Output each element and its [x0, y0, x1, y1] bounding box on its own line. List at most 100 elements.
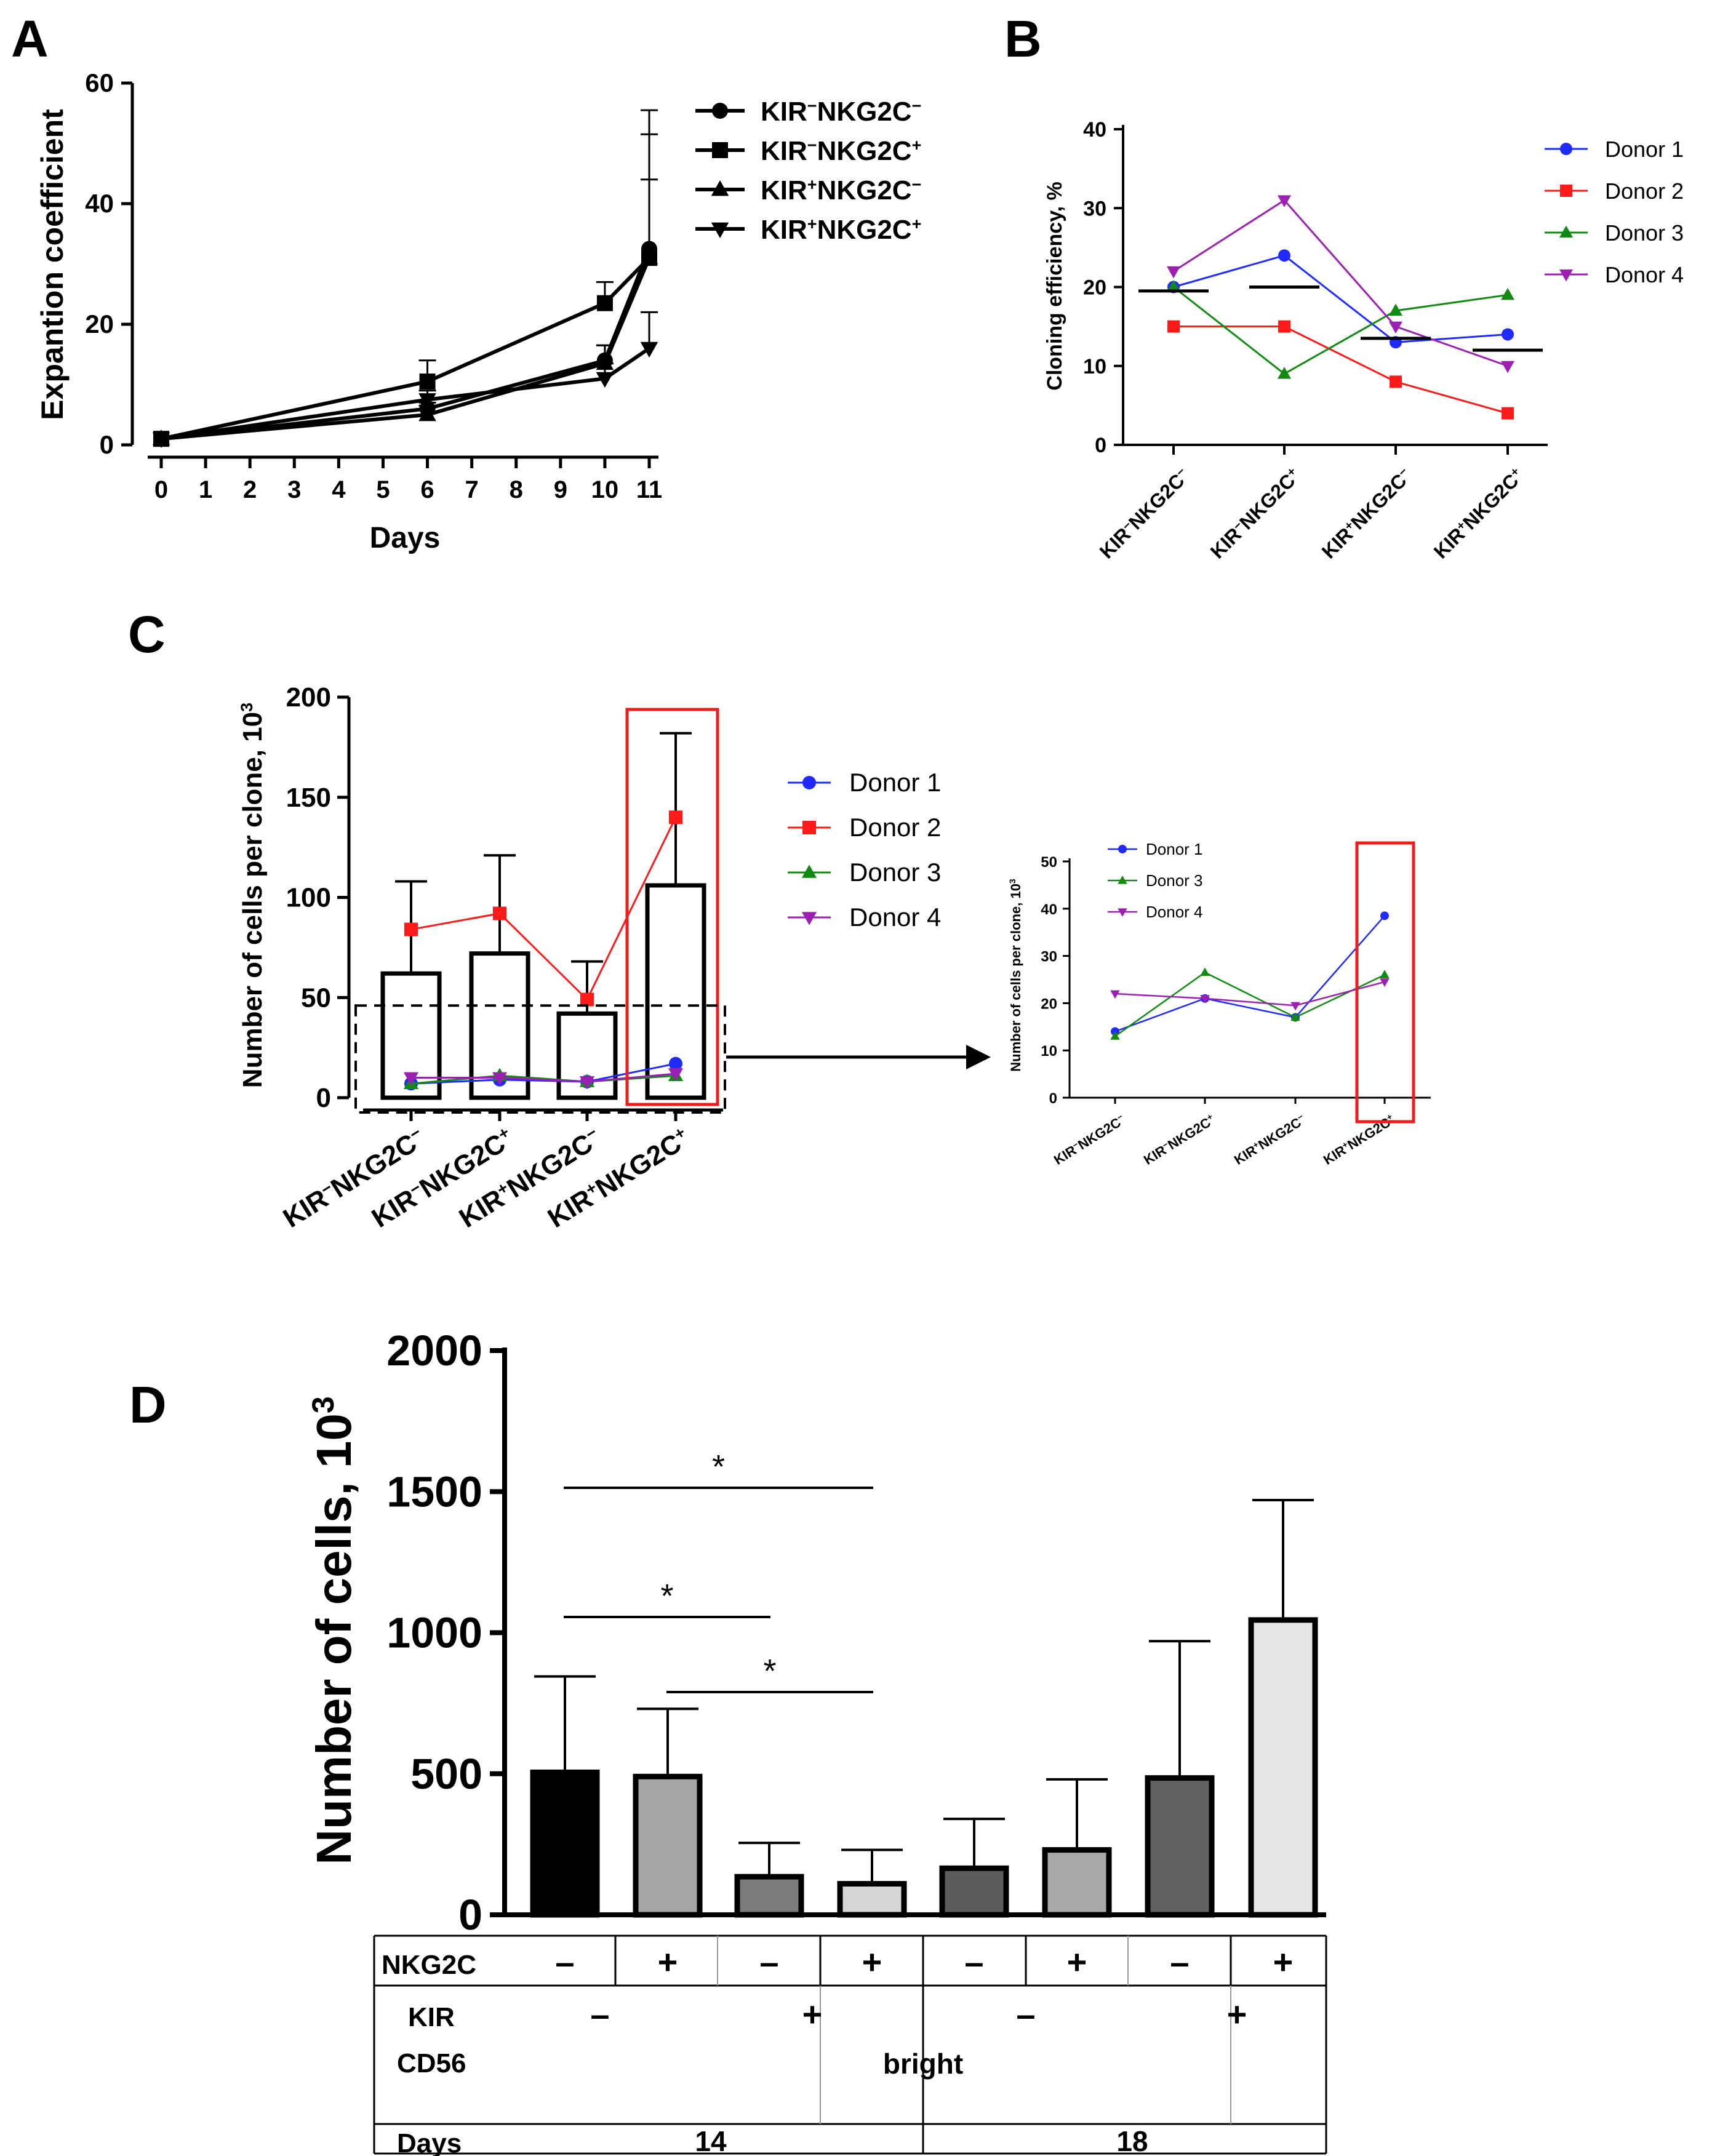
text-part: KIR	[761, 97, 807, 127]
legend-label: KIR+NKG2C−	[761, 175, 921, 206]
x-tick-label: 10	[591, 476, 619, 503]
bar	[734, 1874, 804, 1918]
data-point	[596, 295, 613, 311]
text-part: NKG2C	[1075, 1114, 1124, 1152]
data-point	[1501, 287, 1514, 300]
panel-d-number-of-cells-chart: 0 500 1000 1500 2000 Number of cells, 103 * * * N…	[306, 1327, 1327, 2156]
x-tick-label: 7	[465, 476, 479, 503]
legend-marker	[711, 180, 729, 196]
zoom-region-box	[354, 1004, 726, 1114]
series-line	[161, 248, 651, 441]
table-row-label-days: Days	[397, 2128, 462, 2156]
table-row-label-cd56: CD56	[397, 2048, 466, 2078]
y-axis-label: Number of cells per clone, 103	[238, 703, 268, 1088]
superscript: 3	[238, 703, 256, 712]
significance-star: *	[763, 1653, 776, 1690]
x-tick-label: KIR+NKG2C+	[1321, 1111, 1398, 1168]
data-point	[1278, 249, 1290, 262]
y-tick-label: 50	[1041, 854, 1057, 871]
data-point	[1167, 280, 1180, 292]
x-tick-label: 5	[376, 476, 390, 503]
y-tick-label: 30	[1083, 197, 1106, 220]
y-tick-label: 1500	[386, 1467, 482, 1515]
text-part: Number of cells, 10	[306, 1413, 361, 1865]
x-tick-label: KIR+NKG2C−	[1231, 1111, 1308, 1168]
series-line	[161, 346, 650, 441]
table-nkg2c-cell: +	[1273, 1942, 1294, 1981]
y-tick-label: 10	[1041, 1043, 1057, 1060]
legend-marker	[1559, 270, 1573, 282]
data-point	[596, 372, 614, 388]
legend-label: KIR−NKG2C+	[761, 136, 921, 166]
legend-marker	[801, 912, 817, 925]
legend-label: KIR+NKG2C+	[761, 215, 921, 245]
y-tick-label: 20	[1083, 276, 1106, 300]
legend-label: Donor 3	[1605, 220, 1684, 246]
table-days-cell: 14	[695, 2125, 727, 2156]
bar	[380, 971, 442, 1100]
legend-marker	[801, 864, 817, 878]
data-point	[669, 1056, 682, 1071]
panel-a-expansion-chart: 0 20 40 60 0 1 2 3 4 5 6 7 8 9 10 11 Days Expantion coeff…	[35, 68, 921, 554]
y-axis-label: Number of cells per clone, 103	[1007, 879, 1023, 1072]
text-part: NKG2C	[590, 1128, 687, 1204]
superscript: 3	[306, 1396, 340, 1413]
data-point	[152, 432, 170, 449]
table-nkg2c-cell: –	[555, 1942, 574, 1981]
legend-label: Donor 4	[849, 903, 941, 932]
y-axis-label: Number of cells, 103	[306, 1396, 361, 1864]
table-nkg2c-cell: –	[964, 1942, 983, 1981]
table-nkg2c-cell: +	[862, 1942, 882, 1981]
legend-marker	[711, 222, 729, 238]
data-point	[1290, 1002, 1300, 1011]
y-tick-label: 500	[410, 1750, 482, 1798]
y-tick-label: 100	[286, 883, 331, 913]
y-tick-label: 30	[1041, 949, 1057, 965]
data-point	[1380, 970, 1390, 978]
data-point	[640, 341, 658, 358]
bar	[645, 883, 706, 1100]
table-days-cell: 18	[1116, 2125, 1148, 2156]
x-tick-label: KIR−NKG2C+	[1206, 464, 1305, 562]
bar	[1042, 1847, 1112, 1918]
legend-label: Donor 3	[849, 858, 941, 887]
data-point	[1390, 375, 1402, 388]
superscript: +	[807, 175, 817, 194]
series-line	[1173, 286, 1508, 375]
data-point	[418, 393, 436, 409]
data-point	[1501, 361, 1514, 373]
series-line	[1114, 981, 1385, 1007]
data-point	[1389, 303, 1402, 316]
data-point	[1167, 266, 1180, 279]
legend-label: Donor 4	[1605, 262, 1684, 287]
y-tick-label: 0	[316, 1083, 331, 1113]
bar	[1248, 1617, 1318, 1918]
x-tick-label: KIR+NKG2C+	[1430, 464, 1528, 562]
legend-label: Donor 1	[1146, 840, 1203, 858]
panel-label-b: B	[1004, 10, 1042, 68]
text-part: Number of cells per clone, 10	[238, 712, 268, 1088]
legend-label: KIR−NKG2C−	[761, 97, 921, 127]
data-point	[1110, 990, 1120, 999]
x-tick-label: KIR+NKG2C−	[1318, 464, 1416, 562]
text-part: KIR	[761, 175, 807, 206]
table-nkg2c-cell: –	[759, 1942, 778, 1981]
series-line	[1173, 199, 1508, 367]
y-tick-label: 0	[458, 1891, 482, 1939]
bar	[530, 1769, 600, 1918]
x-tick-label: KIR−NKG2C−	[1051, 1111, 1128, 1168]
bar	[469, 951, 530, 1100]
text-part: KIR	[761, 136, 807, 166]
superscript: −	[912, 175, 922, 194]
y-tick-label: 2000	[386, 1327, 482, 1375]
text-part: NKG2C	[817, 175, 912, 206]
data-point	[1167, 320, 1180, 333]
series-line	[161, 257, 651, 441]
data-point	[418, 405, 436, 421]
table-nkg2c-cell: +	[1067, 1942, 1087, 1981]
data-point	[1389, 321, 1402, 334]
data-point	[492, 1072, 508, 1086]
highlight-box	[625, 708, 719, 1106]
series-line	[410, 1074, 676, 1085]
